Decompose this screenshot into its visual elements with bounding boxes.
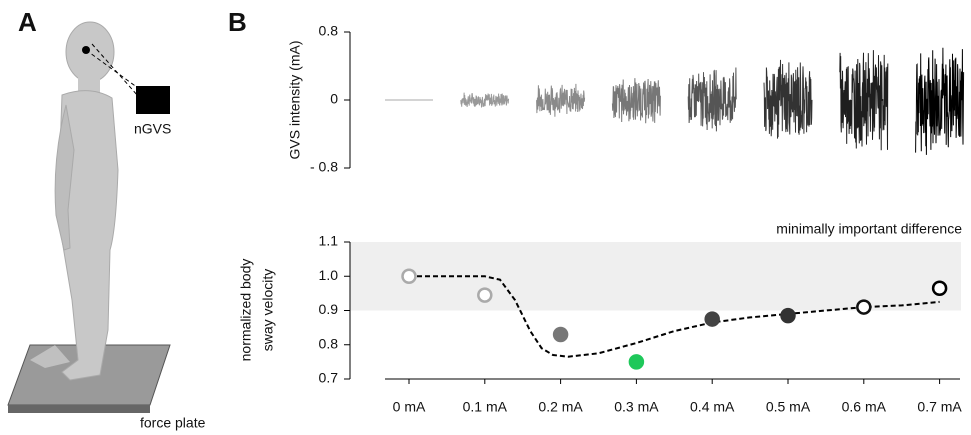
human-illustration [7, 21, 171, 413]
x-tick-label: 0 mA [393, 399, 426, 415]
y-axis-label: normalized body [238, 259, 254, 362]
x-tick-label: 0.2 mA [538, 399, 583, 415]
arm [54, 104, 75, 251]
x-tick-label: 0.6 mA [842, 399, 887, 415]
wire [91, 43, 139, 97]
data-point [552, 326, 569, 343]
noise-signal [611, 78, 661, 124]
noise-signal [839, 50, 889, 151]
x-tick-label: 0.3 mA [614, 399, 659, 415]
data-point [780, 307, 796, 324]
noise-signal [687, 67, 737, 132]
y-axis-label: sway velocity [260, 269, 276, 351]
band-label: minimally important difference [776, 221, 962, 237]
data-point [401, 268, 417, 284]
x-tick-label: 0.7 mA [917, 399, 962, 415]
head [65, 21, 115, 83]
y-tick-label: 0.8 [319, 335, 339, 351]
foot [30, 345, 70, 368]
x-tick-label: 0.1 mA [463, 399, 508, 415]
noise-signal [536, 83, 586, 117]
noise-signal [915, 47, 965, 155]
plate-label: force plate [140, 415, 206, 431]
data-point [931, 280, 948, 296]
y-axis-label: GVS intensity (mA) [287, 40, 303, 159]
y-tick-label: 0.7 [319, 370, 339, 386]
panel-label: A [18, 7, 37, 37]
y-tick-label: 0.8 [319, 23, 339, 39]
wire [85, 49, 139, 89]
y-tick-label: 0.9 [319, 301, 339, 317]
y-tick-label: 1.1 [319, 233, 339, 249]
y-tick-label: 1.0 [319, 267, 339, 283]
noise-signal [763, 59, 813, 139]
x-tick-label: 0.4 mA [690, 399, 735, 415]
x-tick-label: 0.5 mA [766, 399, 811, 415]
y-tick-label: - 0.8 [310, 159, 338, 175]
ngvs-icon [136, 86, 170, 114]
data-point [856, 299, 872, 315]
ngvs-label: nGVS [134, 121, 171, 137]
data-point [628, 354, 645, 370]
data-point [477, 287, 493, 303]
fit-curve [409, 275, 940, 358]
force-plate-edge [8, 405, 150, 413]
panel-label: B [228, 7, 247, 37]
y-tick-label: 0 [330, 91, 338, 107]
data-point [704, 311, 720, 327]
noise-signal [460, 92, 510, 108]
